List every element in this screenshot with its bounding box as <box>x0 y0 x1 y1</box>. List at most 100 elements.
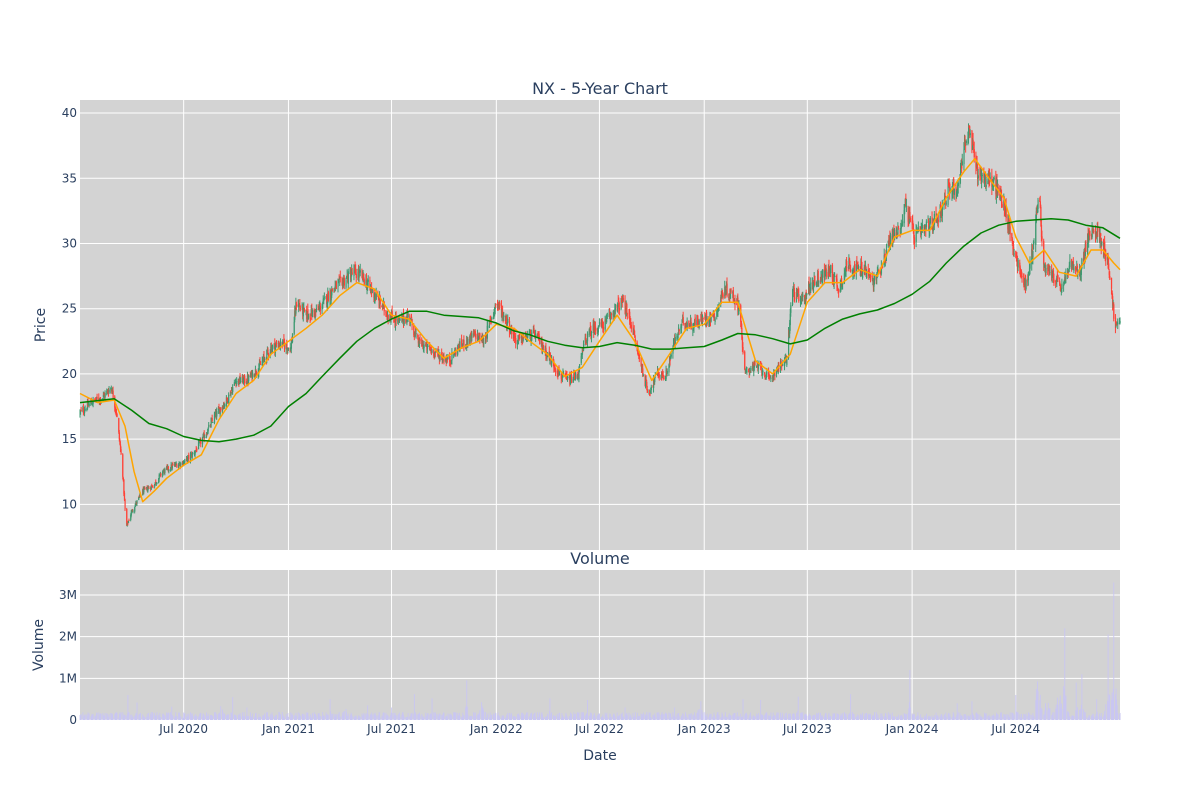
volume-bar <box>311 717 313 720</box>
volume-bar <box>142 716 144 720</box>
volume-bar <box>797 696 799 720</box>
volume-bar <box>329 699 331 720</box>
volume-bar <box>469 715 471 720</box>
volume-bar <box>227 714 229 720</box>
volume-bar <box>874 712 876 720</box>
volume-bar <box>576 712 578 720</box>
volume-bar <box>716 714 718 720</box>
volume-bar <box>425 716 427 720</box>
volume-bar <box>305 712 307 720</box>
volume-bar <box>413 694 415 720</box>
volume-bar <box>287 712 289 720</box>
volume-bar <box>1055 708 1057 720</box>
volume-bar <box>744 715 746 720</box>
volume-bar <box>827 714 829 720</box>
volume-bar <box>110 713 112 720</box>
candle-body <box>722 294 724 298</box>
volume-bar <box>254 716 256 720</box>
candle-body <box>668 365 670 373</box>
candle-body <box>919 226 921 228</box>
volume-bar <box>102 714 104 720</box>
volume-bar <box>553 716 555 720</box>
volume-bar <box>391 707 393 720</box>
candle-body <box>264 358 266 360</box>
volume-bar <box>431 714 432 720</box>
volume-bar <box>584 715 586 720</box>
candle-body <box>187 456 189 463</box>
volume-bar <box>288 716 289 720</box>
candle-body <box>108 389 110 393</box>
volume-bar <box>146 713 148 720</box>
candle-body <box>1108 263 1110 270</box>
volume-bar <box>630 714 632 720</box>
volume-bar <box>629 717 631 720</box>
volume-bar <box>769 715 771 720</box>
volume-bar <box>407 713 409 720</box>
candle-body <box>415 333 417 335</box>
volume-bar <box>1115 694 1116 720</box>
volume-bar <box>852 714 854 720</box>
candle-body <box>957 182 959 187</box>
volume-bar <box>1001 712 1003 720</box>
volume-bar <box>486 717 488 720</box>
volume-bar <box>785 717 787 720</box>
volume-bar <box>322 715 324 720</box>
volume-bar <box>634 712 636 720</box>
volume-bar <box>338 712 340 720</box>
volume-bar <box>612 714 614 720</box>
volume-bar <box>718 716 719 720</box>
price-y-tick-label: 25 <box>62 302 77 316</box>
volume-bar <box>905 715 907 720</box>
volume-bar <box>945 712 947 720</box>
volume-bar <box>1007 715 1009 720</box>
volume-bar <box>988 716 989 720</box>
volume-bar <box>858 715 860 720</box>
volume-bar <box>526 712 528 720</box>
volume-bar <box>433 716 435 720</box>
volume-bar <box>613 713 615 720</box>
candle-body <box>826 271 828 277</box>
volume-bar <box>925 713 927 720</box>
volume-bar <box>850 694 852 720</box>
volume-bar <box>362 715 363 720</box>
volume-bar <box>243 717 244 720</box>
candle-body <box>506 317 508 326</box>
volume-bar <box>965 714 967 720</box>
volume-bar <box>544 716 546 720</box>
volume-bar <box>665 714 667 720</box>
candle-body <box>191 453 193 458</box>
volume-bar <box>1041 709 1043 720</box>
volume-bar <box>343 710 345 720</box>
volume-bar <box>462 715 464 720</box>
volume-bar <box>645 716 647 720</box>
volume-bar <box>1111 699 1112 720</box>
volume-bar <box>1009 717 1011 720</box>
volume-bar <box>365 713 367 720</box>
volume-bar <box>929 717 931 720</box>
volume-bar <box>768 715 770 720</box>
volume-bar <box>972 713 973 720</box>
volume-bar <box>571 713 573 720</box>
volume-bar <box>1099 715 1101 720</box>
volume-bar <box>690 713 692 720</box>
volume-bar <box>355 715 357 720</box>
volume-bar <box>439 713 441 720</box>
volume-bar <box>686 716 688 720</box>
volume-bar <box>721 712 723 720</box>
volume-bar <box>1036 694 1038 720</box>
volume-bar <box>704 712 706 720</box>
volume-bar <box>342 715 344 720</box>
volume-bar <box>502 716 504 720</box>
volume-bar <box>601 716 603 720</box>
volume-bar <box>509 714 511 720</box>
volume-bar <box>151 712 153 720</box>
volume-bar <box>940 714 942 720</box>
volume-bar <box>898 714 899 720</box>
candle-body <box>797 291 799 296</box>
volume-bar <box>290 712 292 720</box>
volume-bar <box>204 715 206 720</box>
candle-body <box>385 311 387 313</box>
candle-body <box>162 471 164 473</box>
candle-body <box>945 202 947 204</box>
volume-bar <box>913 714 915 720</box>
